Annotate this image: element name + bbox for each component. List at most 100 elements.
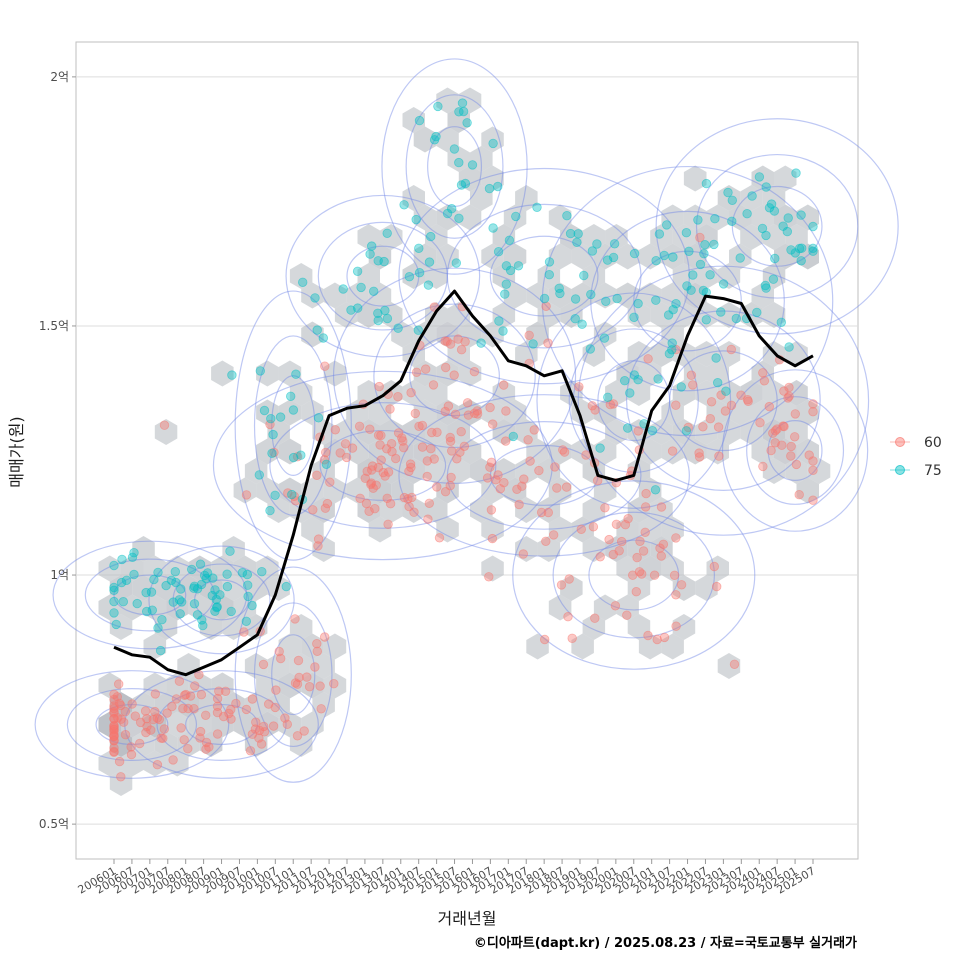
- hexbin-cell: [672, 302, 696, 328]
- hexbin-cell: [458, 438, 482, 465]
- data-point-60: [486, 457, 497, 468]
- data-point-60: [310, 662, 320, 672]
- data-point-75: [791, 168, 801, 178]
- data-point-60: [239, 627, 249, 637]
- data-point-75: [539, 293, 550, 304]
- hexbin-cell: [481, 243, 504, 270]
- hexbin-cell: [346, 282, 369, 309]
- hexbin-cell: [638, 243, 662, 270]
- data-point-75: [242, 569, 253, 580]
- x-axis-ticks: 2006012006072007012007072008012008072009…: [76, 859, 818, 897]
- data-point-60: [499, 380, 509, 390]
- hexbin-cell: [278, 360, 302, 387]
- data-point-75: [414, 115, 425, 126]
- data-point-75: [121, 575, 132, 586]
- data-point-75: [149, 574, 159, 585]
- data-point-60: [174, 676, 185, 686]
- density-contour: [34, 670, 230, 779]
- data-point-60: [120, 706, 131, 717]
- hexbin-cell: [616, 243, 639, 270]
- data-point-60: [726, 344, 737, 355]
- data-point-60: [604, 534, 614, 545]
- hexbin-cell: [132, 692, 155, 718]
- data-point-60: [676, 580, 687, 590]
- hexbin-cell: [616, 360, 639, 387]
- hexbin-cell: [380, 380, 403, 406]
- data-point-60: [449, 370, 459, 380]
- data-point-75: [268, 429, 278, 440]
- data-point-75: [429, 135, 440, 145]
- data-point-75: [298, 277, 308, 288]
- hexbin-cell: [548, 282, 572, 309]
- hexbin-cell: [323, 672, 347, 699]
- data-point-60: [543, 338, 553, 348]
- hexbin-cell: [323, 282, 347, 309]
- data-point-60: [501, 436, 511, 446]
- hexbin-cell: [199, 614, 223, 640]
- hexbin-cell: [458, 165, 482, 192]
- data-point-75: [505, 265, 516, 276]
- data-point-60: [134, 738, 145, 749]
- density-contour: [633, 250, 742, 352]
- data-point-60: [712, 581, 722, 592]
- data-point-75: [731, 313, 742, 324]
- data-point-60: [201, 737, 212, 748]
- legend: 60 75: [890, 435, 942, 479]
- legend-entry-60: 60: [890, 435, 942, 451]
- data-point-60: [764, 401, 775, 412]
- hexbin-cell: [380, 302, 403, 328]
- data-point-60: [393, 428, 404, 438]
- data-point-60: [440, 336, 450, 346]
- hexbin-cell: [638, 282, 662, 309]
- density-contour: [253, 335, 333, 516]
- data-point-75: [761, 230, 771, 241]
- density-contour: [346, 245, 420, 307]
- hexbin-cell: [166, 594, 189, 621]
- y-axis-title: 매매가(원): [7, 416, 26, 487]
- data-point-60: [534, 465, 544, 476]
- hexbin-cell: [425, 224, 448, 250]
- density-contour: [590, 210, 785, 392]
- data-point-60: [633, 426, 643, 436]
- data-point-60: [421, 364, 431, 374]
- data-point-75: [195, 559, 206, 569]
- hexbin-cell: [256, 438, 279, 465]
- data-point-75: [171, 577, 181, 588]
- data-point-60: [190, 681, 200, 691]
- hexbin-cell: [548, 204, 572, 231]
- hexbin-cell: [121, 594, 144, 621]
- data-point-60: [758, 461, 768, 472]
- data-point-60: [659, 632, 670, 643]
- data-point-75: [259, 405, 270, 416]
- hexbin-cell: [593, 594, 617, 621]
- data-point-60: [195, 726, 206, 737]
- data-point-60: [393, 392, 403, 402]
- data-point-60: [109, 746, 119, 757]
- data-point-60: [561, 482, 572, 492]
- data-point-75: [132, 598, 142, 609]
- data-point-75: [668, 305, 678, 315]
- hexbin-cell: [717, 380, 741, 406]
- data-point-60: [667, 446, 678, 456]
- hexbin-cell: [425, 380, 448, 406]
- data-point-75: [243, 591, 253, 602]
- data-point-60: [212, 729, 223, 739]
- data-point-60: [643, 354, 653, 364]
- data-point-75: [727, 195, 738, 206]
- data-point-60: [264, 699, 274, 709]
- hexbin-cell: [278, 711, 302, 738]
- hexbin-cell: [548, 243, 572, 270]
- data-point-60: [567, 633, 577, 644]
- data-point-60: [729, 659, 740, 670]
- data-point-60: [299, 726, 309, 736]
- hexbin-layer: [98, 87, 831, 796]
- data-point-60: [417, 442, 428, 452]
- data-point-75: [676, 382, 687, 392]
- hexbin-cell: [447, 146, 470, 172]
- data-point-60: [162, 708, 172, 718]
- data-point-75: [701, 315, 712, 325]
- data-point-75: [242, 580, 253, 590]
- hexbin-cell: [346, 438, 369, 465]
- hexbin-cell: [188, 594, 212, 621]
- hexbin-cell: [560, 302, 583, 328]
